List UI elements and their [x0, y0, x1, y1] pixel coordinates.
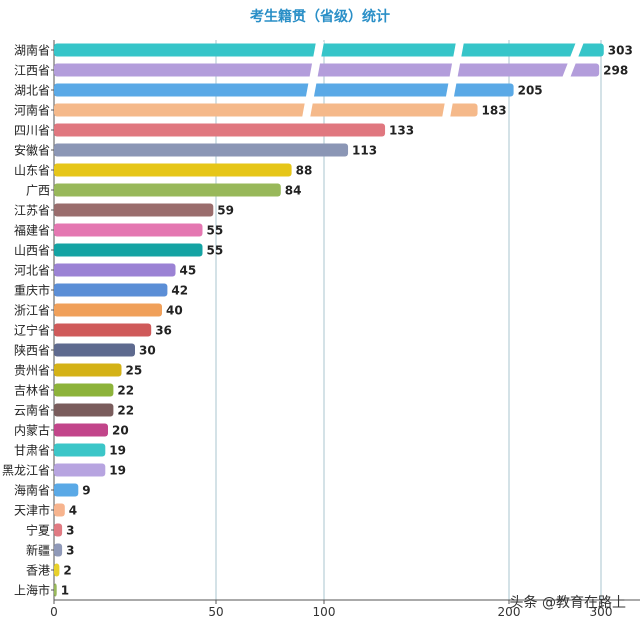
data-label: 22 [117, 384, 134, 398]
data-label: 3 [66, 524, 74, 538]
bar [54, 403, 114, 417]
category-label: 宁夏 [26, 523, 50, 538]
data-label: 205 [518, 84, 543, 98]
x-tick-label: 0 [50, 605, 58, 619]
data-label: 19 [109, 444, 126, 458]
category-label: 云南省 [14, 403, 50, 418]
category-label: 内蒙古 [14, 423, 50, 438]
data-label: 45 [180, 264, 197, 278]
category-label: 重庆市 [14, 283, 50, 298]
watermark: 头条 @教育在路上 [509, 595, 626, 611]
bar [54, 103, 478, 117]
category-label: 广西 [26, 184, 50, 198]
data-label: 22 [117, 404, 134, 418]
bar [54, 123, 386, 137]
data-label: 19 [109, 464, 126, 478]
axis-break [442, 42, 464, 118]
data-label: 59 [217, 204, 234, 218]
x-tick-label: 100 [313, 605, 336, 619]
category-label: 山东省 [14, 164, 50, 178]
bar [54, 283, 168, 297]
bar [54, 543, 63, 557]
data-label: 30 [139, 344, 156, 358]
category-label: 辽宁省 [14, 323, 50, 338]
data-label: 3 [66, 544, 74, 558]
axis-break [562, 42, 584, 78]
category-label: 贵州省 [14, 364, 50, 378]
bar [54, 563, 60, 577]
category-label: 上海市 [14, 583, 50, 598]
data-label: 88 [296, 164, 313, 178]
data-label: 20 [112, 424, 129, 438]
category-label: 安徽省 [14, 143, 50, 158]
category-label: 新疆 [26, 543, 50, 558]
bar [54, 163, 292, 177]
category-label: 福建省 [14, 223, 50, 238]
data-label: 9 [82, 484, 90, 498]
category-label: 海南省 [14, 483, 50, 498]
data-label: 25 [126, 364, 143, 378]
bar [54, 143, 349, 157]
category-label: 黑龙江省 [2, 464, 50, 478]
bar [54, 483, 79, 497]
x-tick-label: 300 [590, 605, 613, 619]
bar [54, 263, 176, 277]
bar [54, 343, 135, 357]
bar [54, 463, 106, 477]
bar [54, 323, 152, 337]
data-label: 298 [603, 64, 628, 78]
category-label: 浙江省 [14, 304, 50, 318]
x-tick-label: 50 [208, 605, 223, 619]
data-label: 113 [352, 144, 377, 158]
data-label: 40 [166, 304, 183, 318]
data-label: 55 [207, 244, 224, 258]
bar [54, 443, 106, 457]
bar [54, 223, 203, 237]
bar [54, 363, 122, 377]
bar [54, 383, 114, 397]
category-label: 甘肃省 [14, 444, 50, 458]
bar [54, 243, 203, 257]
data-label: 303 [608, 44, 633, 58]
data-label: 2 [63, 564, 71, 578]
bar [54, 583, 57, 597]
category-label: 香港 [26, 564, 50, 578]
bar [54, 503, 65, 517]
category-label: 吉林省 [14, 384, 50, 398]
category-label: 江西省 [14, 64, 50, 78]
bar [54, 63, 600, 77]
data-label: 36 [155, 324, 172, 338]
x-tick-label: 200 [498, 605, 521, 619]
category-label: 湖南省 [14, 43, 50, 58]
category-label: 湖北省 [14, 83, 50, 98]
bar [54, 183, 281, 197]
category-label: 江苏省 [14, 204, 50, 218]
data-label: 42 [171, 284, 188, 298]
bar [54, 83, 514, 97]
category-label: 四川省 [14, 124, 50, 138]
category-label: 河北省 [14, 264, 50, 278]
bar [54, 423, 108, 437]
category-label: 河南省 [14, 103, 50, 118]
data-label: 1 [61, 584, 69, 598]
bar [54, 43, 604, 57]
category-label: 山西省 [14, 244, 50, 258]
chart-title: 考生籍贯（省级）统计 [250, 9, 390, 25]
data-label: 133 [389, 124, 414, 138]
bar [54, 523, 63, 537]
axis-break [302, 42, 324, 118]
category-label: 陕西省 [14, 343, 50, 358]
category-label: 天津市 [14, 503, 50, 518]
data-label: 84 [285, 184, 302, 198]
data-label: 183 [482, 104, 507, 118]
bar [54, 303, 162, 317]
bar [54, 203, 214, 217]
data-label: 4 [69, 504, 77, 518]
data-label: 55 [207, 224, 224, 238]
